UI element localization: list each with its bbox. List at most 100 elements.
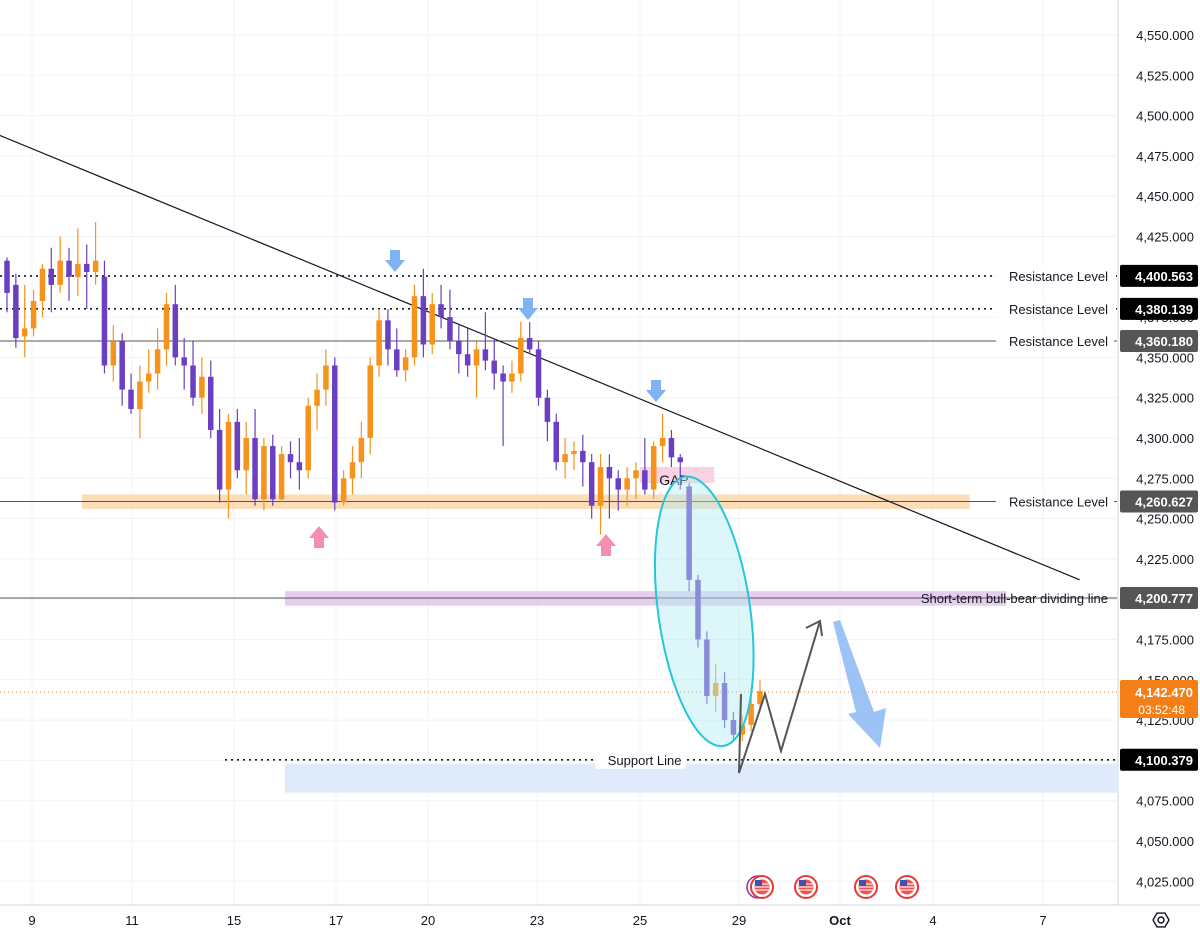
- candle-body: [323, 365, 329, 390]
- candle-body: [367, 365, 373, 438]
- candle-body: [730, 720, 737, 735]
- levels: Resistance Level Resistance Level Resistan…: [0, 266, 1117, 769]
- candle-body: [13, 284, 19, 339]
- candle-body: [411, 296, 418, 358]
- candle-body: [349, 462, 356, 479]
- gear-icon[interactable]: [1152, 912, 1170, 928]
- candle-body: [447, 317, 453, 342]
- candle-body: [172, 304, 179, 358]
- candle-body: [190, 365, 196, 398]
- resistance-price-tag-text: 4,380.139: [1135, 302, 1193, 317]
- drop-highlight-ellipse: [653, 475, 755, 748]
- projection-path: [738, 620, 821, 774]
- candle-body: [278, 454, 285, 500]
- candle-body: [518, 338, 524, 374]
- resistance-label: Resistance Level: [1009, 334, 1108, 349]
- resistance-label: Resistance Level: [1009, 269, 1108, 284]
- candle-body: [128, 389, 134, 409]
- resistance-label-bg: [996, 492, 1114, 511]
- candle-body: [394, 349, 400, 371]
- candle-body: [101, 276, 108, 366]
- trendline-group: [0, 108, 1080, 581]
- event-icons: [746, 875, 919, 899]
- candle-body: [4, 260, 10, 293]
- candle-body: [553, 421, 559, 463]
- candle-body: [659, 438, 666, 447]
- candle-body: [243, 438, 249, 471]
- gear-outline: [1152, 912, 1170, 928]
- gap-label: GAP: [659, 472, 689, 488]
- us-flag-event-icon[interactable]: [895, 875, 919, 899]
- x-tick-label: 11: [125, 913, 139, 928]
- candle-body: [642, 470, 648, 490]
- candle-body: [464, 354, 471, 366]
- resistance-price-tag: [1120, 490, 1198, 513]
- x-tick-label: 9: [28, 913, 35, 928]
- candle-body: [562, 454, 568, 463]
- candles: [4, 221, 763, 742]
- dividing-price-tag: [1120, 586, 1198, 609]
- time-axis: 9 11 15 17 20 23 25 29 Oct 4 7: [0, 904, 1200, 932]
- x-tick-label: 7: [1039, 913, 1046, 928]
- candle-body: [30, 300, 37, 329]
- candle-body: [181, 357, 187, 366]
- candle-body: [340, 478, 347, 503]
- resistance-price-tag-text: 4,400.563: [1135, 269, 1193, 284]
- candle-body: [509, 373, 515, 382]
- candle-body: [704, 639, 710, 696]
- candle-body: [429, 304, 435, 345]
- resistance-label-bg: [996, 331, 1114, 350]
- descending-trendline[interactable]: [0, 108, 1080, 581]
- y-tick-label: 4,275.000: [1136, 471, 1194, 486]
- candle-body: [633, 470, 639, 479]
- up-arrow-icon: [309, 526, 329, 548]
- y-tick-label: 4,550.000: [1136, 28, 1194, 43]
- forecast-down-arrow-icon: [833, 620, 886, 748]
- time-axis-bg: [0, 905, 1200, 932]
- y-tick-label: 4,350.000: [1136, 350, 1194, 365]
- projection: [738, 619, 886, 774]
- candle-body: [571, 450, 577, 455]
- x-tick-label: 23: [530, 913, 544, 928]
- us-flag-event-icon[interactable]: [854, 875, 878, 899]
- resistance-price-tag-text: 4,260.627: [1135, 494, 1193, 509]
- candle-body: [332, 365, 338, 503]
- candle-body: [48, 268, 55, 285]
- gap-annotation: GAP: [659, 472, 689, 488]
- candle-body: [39, 268, 46, 301]
- candle-body: [145, 373, 152, 382]
- candle-body: [668, 438, 675, 458]
- candle-body: [757, 691, 763, 704]
- up-arrow-icon: [596, 534, 616, 556]
- candle-body: [526, 338, 533, 350]
- candle-body: [296, 462, 303, 471]
- candle-body: [21, 328, 28, 337]
- candle-body: [287, 454, 294, 463]
- candle-body: [748, 703, 754, 725]
- x-tick-label: 15: [227, 913, 241, 928]
- resistance-price-tag-text: 4,360.180: [1135, 334, 1193, 349]
- x-tick-label: 29: [732, 913, 746, 928]
- candle-body: [721, 683, 728, 721]
- support-price-tag-text: 4,100.379: [1135, 753, 1193, 768]
- dividing-price-tag-text: 4,200.777: [1135, 591, 1193, 606]
- candle-body: [119, 341, 125, 390]
- dividing-line-label: Short-term bull-bear dividing line: [921, 591, 1108, 606]
- candle-body: [624, 478, 630, 490]
- candle-body: [234, 421, 241, 471]
- support-price-tag: [1120, 748, 1198, 771]
- candle-body: [385, 320, 391, 350]
- candle-body: [606, 467, 613, 479]
- y-tick-label: 4,450.000: [1136, 189, 1194, 204]
- candle-body: [650, 446, 657, 490]
- flag-canton: [799, 880, 806, 886]
- us-flag-event-icon[interactable]: [746, 875, 774, 899]
- candle-body: [456, 341, 462, 355]
- us-flag-event-icon[interactable]: [794, 875, 818, 899]
- candle-body: [420, 296, 427, 345]
- resistance-label: Resistance Level: [1009, 302, 1108, 317]
- resistance-label-bg: [996, 266, 1114, 285]
- gear-hub: [1157, 916, 1165, 924]
